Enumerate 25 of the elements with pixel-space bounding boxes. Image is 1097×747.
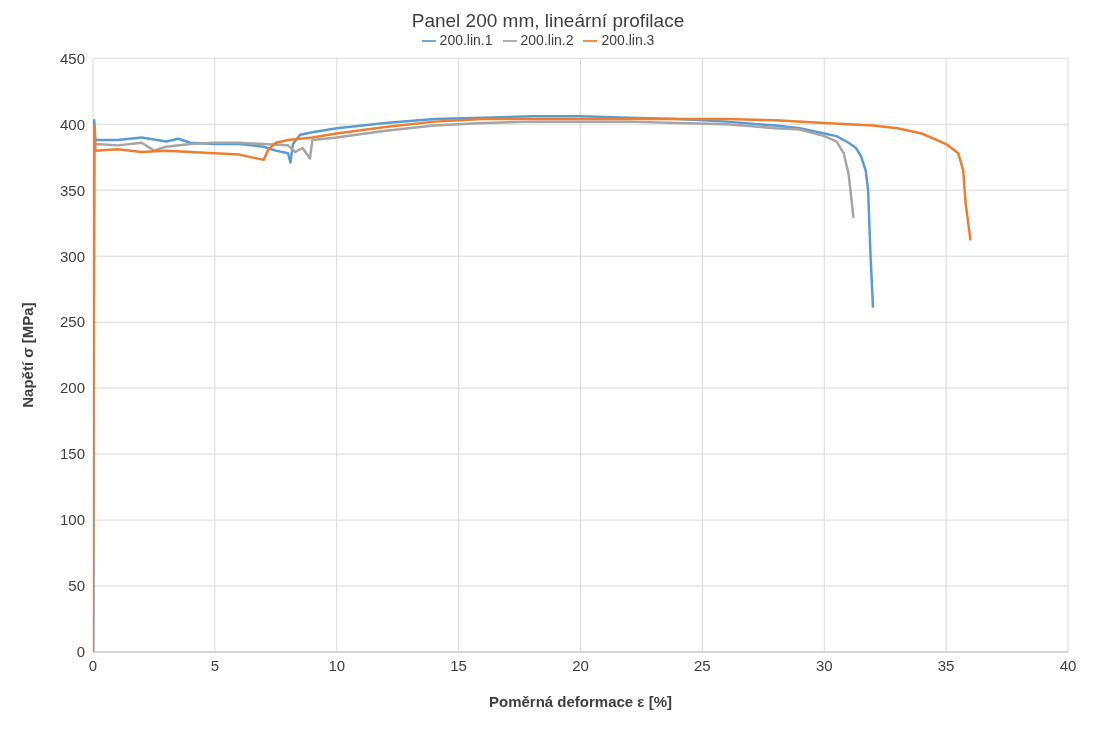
y-tick-label: 250 xyxy=(59,313,85,331)
y-tick-label: 350 xyxy=(59,181,85,199)
legend-label: 200.lin.1 xyxy=(439,32,493,48)
x-tick-label: 0 xyxy=(88,656,98,674)
legend-label: 200.lin.2 xyxy=(520,32,574,48)
y-tick-label: 50 xyxy=(68,577,85,595)
x-tick-label: 5 xyxy=(210,656,220,674)
y-tick-label: 400 xyxy=(59,115,85,133)
y-tick-label: 300 xyxy=(59,247,85,265)
x-tick-label: 15 xyxy=(450,656,467,674)
x-tick-label: 25 xyxy=(694,656,711,674)
y-tick-label: 450 xyxy=(59,49,85,67)
y-tick-label: 200 xyxy=(59,379,85,397)
x-tick-label: 10 xyxy=(328,656,346,674)
x-tick-label: 20 xyxy=(572,656,589,674)
y-tick-label: 0 xyxy=(76,643,85,661)
legend-label: 200.lin.3 xyxy=(601,32,655,48)
chart-title: Panel 200 mm, lineární profilace xyxy=(410,10,686,32)
x-tick-label: 40 xyxy=(1059,656,1077,674)
y-tick-label: 100 xyxy=(59,511,85,529)
x-axis-title: Poměrná deformace ε [%] xyxy=(488,693,673,710)
y-tick-label: 150 xyxy=(59,445,85,463)
x-tick-label: 30 xyxy=(815,656,833,674)
x-tick-label: 35 xyxy=(937,656,955,674)
y-axis-title: Napětí σ [MPa] xyxy=(19,302,37,408)
